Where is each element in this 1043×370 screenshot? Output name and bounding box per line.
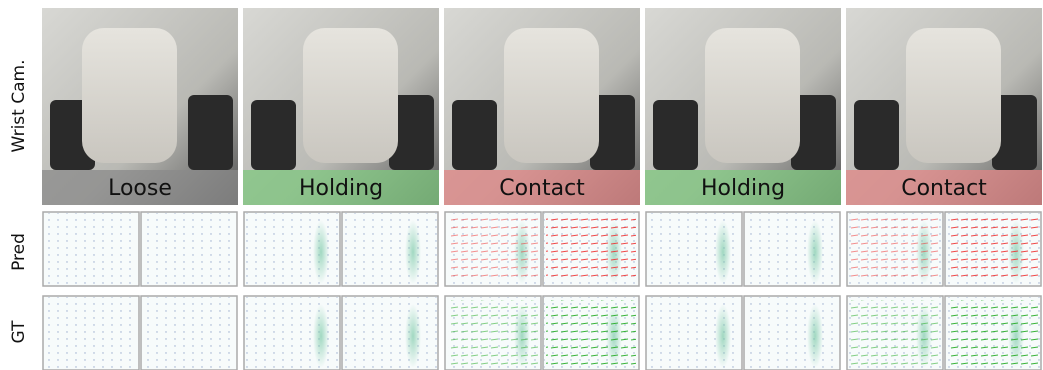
tactile-grid (343, 213, 437, 285)
state-label: Contact (499, 176, 585, 201)
tactile-grid (142, 213, 236, 285)
device (906, 28, 1001, 163)
device (82, 28, 177, 163)
tactile-panel (646, 212, 840, 286)
tactile-panel (244, 212, 438, 286)
row-label: Wrist Cam. (9, 60, 29, 153)
contact-blob (807, 220, 823, 284)
device (705, 28, 800, 163)
tactile-panel (847, 296, 1041, 370)
gripper-left (251, 100, 296, 170)
gripper-left (854, 100, 899, 170)
flow-arrows (546, 300, 636, 366)
tactile-panel (646, 296, 840, 370)
state-label: Loose (108, 176, 172, 201)
flow-arrows (850, 300, 940, 366)
tactile-panel (244, 296, 438, 370)
contact-blob (313, 304, 329, 368)
flow-arrows (948, 216, 1038, 282)
tactile-grid (745, 297, 839, 369)
device (303, 28, 398, 163)
flow-arrows (448, 216, 538, 282)
contact-blob (715, 220, 731, 284)
state-label: Holding (299, 176, 383, 201)
state-label: Holding (701, 176, 785, 201)
contact-blob (405, 304, 421, 368)
figure: Wrist Cam. Pred GT Loose Holding Contact Ho… (0, 0, 1043, 370)
tactile-grid (44, 213, 138, 285)
tactile-panel (445, 212, 639, 286)
tactile-grid (343, 297, 437, 369)
tactile-panel (847, 212, 1041, 286)
tactile-panel (445, 296, 639, 370)
tactile-grid (745, 213, 839, 285)
row-label: Pred (9, 233, 29, 271)
contact-blob (313, 220, 329, 284)
gripper-left (452, 100, 497, 170)
contact-blob (405, 220, 421, 284)
contact-blob (807, 304, 823, 368)
tactile-panel (43, 296, 237, 370)
flow-arrows (948, 300, 1038, 366)
flow-arrows (546, 216, 636, 282)
row-label: GT (9, 320, 29, 344)
tactile-grid (142, 297, 236, 369)
tactile-panel (43, 212, 237, 286)
gripper-right (188, 95, 233, 170)
flow-arrows (448, 300, 538, 366)
contact-blob (715, 304, 731, 368)
gripper-left (653, 100, 698, 170)
tactile-grid (44, 297, 138, 369)
state-label: Contact (901, 176, 987, 201)
flow-arrows (850, 216, 940, 282)
device (504, 28, 599, 163)
